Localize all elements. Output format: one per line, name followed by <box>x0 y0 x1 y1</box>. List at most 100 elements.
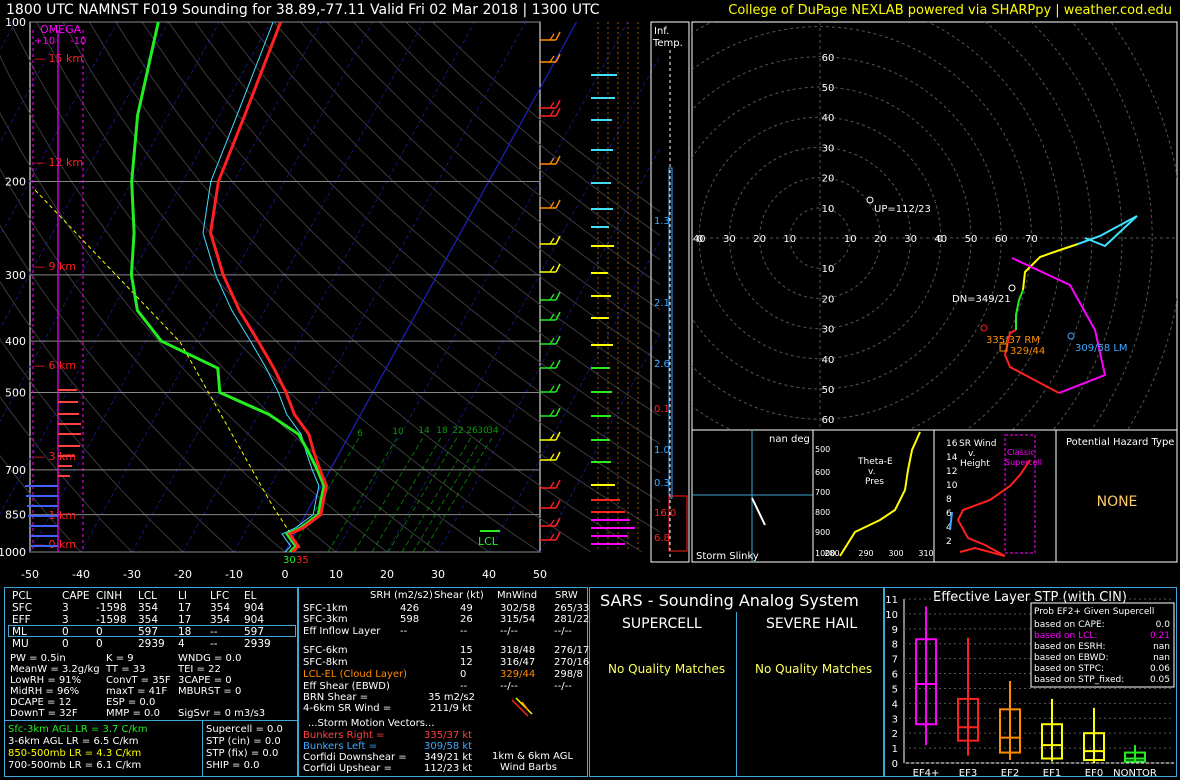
mixing-ratio-label: 10 <box>392 427 404 437</box>
wind-barb-flag <box>555 499 561 509</box>
barbs-label: 1km & 6km AGL <box>492 751 574 762</box>
dry-adiabat <box>168 21 660 474</box>
barb-1km <box>511 699 529 717</box>
wind-barb-flag <box>549 409 555 417</box>
kin-label: SFC-3km <box>303 614 348 625</box>
stp-legend-value: 0.06 <box>1150 664 1170 674</box>
stp-box <box>1041 723 1063 760</box>
dry-adiabat <box>326 21 660 311</box>
parcel-header-cell: CAPE <box>62 590 90 602</box>
severe-index: Supercell = 0.0 <box>206 724 283 735</box>
srwind-htick: 4 <box>946 523 952 533</box>
stp-box <box>999 708 1021 754</box>
parcel-cell: 17 <box>178 602 192 614</box>
temp-tick-label: 20 <box>380 568 394 581</box>
parcel-divider <box>4 720 298 721</box>
thetae-ptick: 600 <box>815 468 830 477</box>
stp-ytick: 9 <box>892 625 898 636</box>
isotherm <box>488 240 660 553</box>
temp-tick-label: 30 <box>431 568 445 581</box>
index-cell: PW = 0.5in <box>10 653 66 664</box>
inf-temp-label: Temp. <box>652 38 683 49</box>
srwind-profile <box>956 459 1031 557</box>
hodograph-chart: Inf.Temp. 1.3 2.1 2.6 0.1 1.0 0.3 16.0 6.8 10 10 10… <box>602 21 1178 563</box>
hodo-ring-label: 70 <box>1025 234 1038 245</box>
kin-srw: --/-- <box>554 681 572 692</box>
mixing-ratio-label: 34 <box>487 426 499 436</box>
stp-legend-label: based on CAPE: <box>1034 620 1105 630</box>
kin-mnwind: --/-- <box>500 681 518 692</box>
hodo-segment-6-9km <box>1077 215 1138 248</box>
hodo-ring-label: 70 <box>602 234 615 245</box>
stp-ytick: 5 <box>892 684 898 695</box>
hazard-frame <box>1055 429 1178 563</box>
wind-barb <box>540 107 561 117</box>
thetae-xtick: 290 <box>858 549 873 558</box>
kin-shear: 15 <box>460 645 473 656</box>
mixing-ratio-line <box>401 435 473 553</box>
index-cell: DCAPE = 12 <box>10 697 72 708</box>
thetae-label: Theta-E <box>857 457 893 467</box>
dry-adiabat <box>88 21 643 553</box>
mixing-ratio-line <box>327 435 399 553</box>
sars-hail-label: SEVERE HAIL <box>766 616 858 632</box>
wind-barb-flag <box>549 453 555 461</box>
kin-shear: -- <box>460 626 468 637</box>
kin-mnwind: --/-- <box>500 626 518 637</box>
surface-temp-label: 35 <box>296 555 309 566</box>
stp-category: EF0 <box>1085 768 1103 777</box>
stp-legend-frame <box>1030 602 1175 688</box>
parcel-header-cell: EL <box>244 590 257 602</box>
stp-box <box>1124 751 1146 763</box>
stp-category: EF3 <box>959 768 977 777</box>
stp-ytick: 6 <box>892 670 898 681</box>
hodo-ring-label: 60 <box>822 415 835 426</box>
kin-shear: 12 <box>460 657 473 668</box>
kin-mnwind: 329/44 <box>500 669 536 680</box>
srwind-classic-box <box>1004 434 1036 554</box>
pressure-tick-label: 700 <box>5 464 26 477</box>
hodo-ring-label: 60 <box>822 53 835 64</box>
lcl-label: LCL <box>478 535 499 548</box>
stp-ytick: 0 <box>892 759 898 770</box>
stp-category: EF1 <box>1043 768 1061 777</box>
storm-motion-title: ...Storm Motion Vectors... <box>308 718 435 729</box>
hazard-value: NONE <box>1097 494 1138 510</box>
pressure-tick-label: 1000 <box>0 546 26 559</box>
stp-category: NONTOR <box>1113 768 1157 777</box>
kin-label: SFC-1km <box>303 603 348 614</box>
isotherm <box>437 147 660 553</box>
kin-label: Eff Inflow Layer <box>303 626 381 637</box>
omega-label: OMEGA <box>40 23 82 36</box>
wind-barb-flag <box>549 109 555 117</box>
hodo-ring-label: 10 <box>822 264 835 275</box>
mixing-ratio-line <box>387 435 459 553</box>
wind-barb <box>540 517 561 527</box>
stp-box <box>957 697 979 742</box>
wind-barb-flag <box>549 519 555 527</box>
inf-temp-value: 1.3 <box>654 216 670 227</box>
index-cell: DownT = 32F <box>10 708 78 719</box>
sars-divider <box>736 612 737 776</box>
index-cell: WNDG = 0.0 <box>178 653 242 664</box>
stp-title: Effective Layer STP (with CIN) <box>933 590 1127 605</box>
wind-barb-flag <box>555 531 561 541</box>
srwind46-label: 4-6km SR Wind = <box>303 703 392 714</box>
storm-motion-label: Corfidi Upshear = <box>303 763 392 774</box>
storm-motion-value: 309/58 kt <box>424 741 473 752</box>
upshear-label: UP=112/23 <box>874 204 931 215</box>
stp-box <box>915 638 937 726</box>
kin-shear: -- <box>460 681 468 692</box>
hodo-ring <box>692 22 1063 430</box>
parcel-cell: -1598 <box>96 602 127 614</box>
hodo-ring-label: 20 <box>753 234 766 245</box>
wind-barb <box>540 359 561 369</box>
stp-category: EF2 <box>1001 768 1019 777</box>
slinky-angle: nan deg <box>769 434 810 445</box>
barb-6km <box>515 697 533 715</box>
index-cell: ConvT = 35F <box>106 675 171 686</box>
thetae-ptick: 700 <box>815 488 830 497</box>
isotherm <box>29 21 322 553</box>
index-cell: SigSvr = 0 m3/s3 <box>178 708 266 719</box>
wind-barb <box>540 99 561 109</box>
